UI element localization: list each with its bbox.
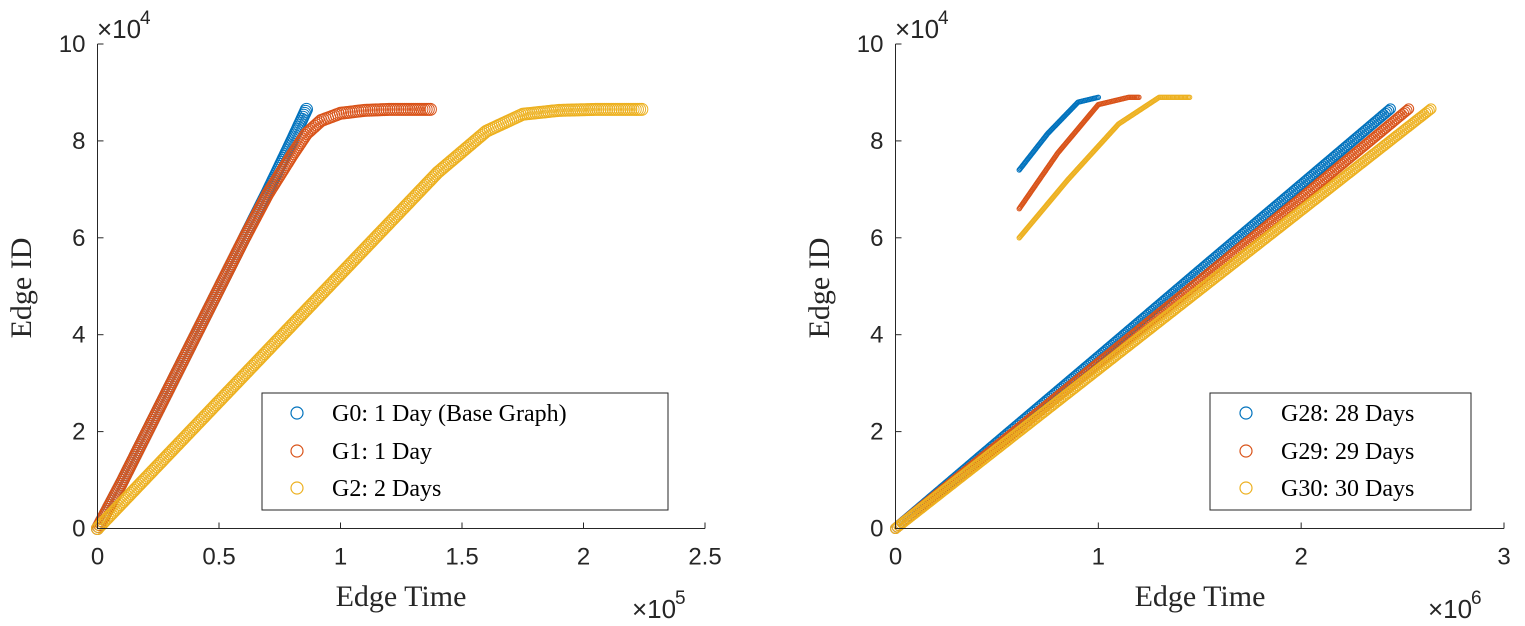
left-ticks-layer: 0 0.5 1 1.5 2 2.5 0 2 4 6 8 10 xyxy=(59,31,722,571)
right-series-2-point-310 xyxy=(1423,104,1435,116)
left-y-axis-label: Edge ID xyxy=(5,238,38,339)
right-series-2 xyxy=(890,103,1437,534)
left-x-tick-label-5: 2.5 xyxy=(688,544,721,571)
left-y-tick-label-3: 6 xyxy=(72,225,85,252)
left-series-layer xyxy=(91,102,649,535)
right-x-tick-label-0: 0 xyxy=(889,544,902,571)
right-y-tick-label-2: 4 xyxy=(870,322,883,349)
left-y-exponent-power: 4 xyxy=(140,8,151,29)
right-x-tick-label-2: 2 xyxy=(1294,544,1307,571)
left-legend-box xyxy=(261,392,669,511)
left-x-tick-label-3: 1.5 xyxy=(445,544,478,571)
right-x-tick-label-1: 1 xyxy=(1092,544,1105,571)
right-x-tick-label-3: 3 xyxy=(1497,544,1510,571)
left-legend-marker-2 xyxy=(290,481,304,495)
right-legend-marker-2 xyxy=(1239,481,1253,495)
left-series-1-point-212 xyxy=(309,118,323,132)
right-series-0-inset xyxy=(1016,94,1102,173)
left-series-0-point-216 xyxy=(299,102,313,116)
left-x-exponent-power: 5 xyxy=(675,588,686,609)
left-series-2 xyxy=(91,102,649,535)
right-legend-box xyxy=(1209,392,1472,511)
right-y-exponent-power: 4 xyxy=(938,8,949,29)
left-legend-marker-0 xyxy=(290,406,304,420)
right-y-tick-label-0: 0 xyxy=(870,516,883,543)
left-series-0-point-215 xyxy=(299,104,313,118)
left-legend-label-0: G0: 1 Day (Base Graph) xyxy=(332,401,567,427)
right-x-axis-label: Edge Time xyxy=(1135,580,1266,613)
left-x-tick-label-2: 1 xyxy=(334,544,347,571)
right-series-1-point-300 xyxy=(1401,104,1413,116)
right-series-0-point-293 xyxy=(1381,106,1393,118)
right-x-exponent-power: 6 xyxy=(1471,588,1482,609)
left-x-tick-label-1: 0.5 xyxy=(202,544,235,571)
right-legend-label-1: G29: 29 Days xyxy=(1281,439,1414,465)
left-y-tick-label-5: 10 xyxy=(59,31,86,58)
right-legend: G28: 28 Days G29: 29 Days G30: 30 Days xyxy=(1209,392,1472,511)
right-y-tick-label-3: 6 xyxy=(870,225,883,252)
right-series-2-point-309 xyxy=(1422,106,1434,118)
right-y-axis-label: Edge ID xyxy=(803,238,836,339)
right-series-0-inset-point-85 xyxy=(1095,94,1102,100)
left-legend: G0: 1 Day (Base Graph) G1: 1 Day G2: 2 D… xyxy=(261,392,669,511)
right-y-tick-label-5: 10 xyxy=(857,31,884,58)
left-series-2-point-326 xyxy=(635,102,649,116)
chart-left: 0 0.5 1 1.5 2 2.5 0 2 4 6 8 10 ×10 4 ×10 5 Edge Tim… xyxy=(5,8,722,624)
left-series-2-point-250 xyxy=(474,128,488,142)
right-legend-label-0: G28: 28 Days xyxy=(1281,401,1414,427)
left-x-axis-label: Edge Time xyxy=(336,580,467,613)
left-y-tick-label-2: 4 xyxy=(72,322,85,349)
left-y-exponent: ×10 4 xyxy=(97,8,151,44)
right-x-exponent: ×10 6 xyxy=(1428,588,1482,624)
left-x-tick-label-0: 0 xyxy=(91,544,104,571)
right-series-2-inset-point-176 xyxy=(1186,94,1193,100)
right-series-1-point-301 xyxy=(1403,103,1415,115)
right-legend-marker-0 xyxy=(1239,406,1253,420)
right-series-2-point-311 xyxy=(1425,103,1437,115)
left-legend-label-2: G2: 2 Days xyxy=(332,476,441,502)
right-series-1-inset xyxy=(1016,94,1142,212)
right-series-0-point-295 xyxy=(1384,103,1396,115)
right-series-2-inset xyxy=(1016,94,1193,241)
right-legend-label-2: G30: 30 Days xyxy=(1281,476,1414,502)
left-y-tick-label-4: 8 xyxy=(72,128,85,155)
right-series-0-point-294 xyxy=(1383,104,1395,116)
right-legend-marker-1 xyxy=(1239,444,1253,458)
right-ticks-layer: 0 1 2 3 0 2 4 6 8 10 xyxy=(857,31,1511,571)
chart-right: 0 1 2 3 0 2 4 6 8 10 ×10 4 ×10 6 Edge Time Edge I… xyxy=(803,8,1511,624)
left-x-exponent-base: ×10 xyxy=(632,594,676,624)
left-x-exponent: ×10 5 xyxy=(632,588,686,624)
right-series-layer xyxy=(890,94,1437,534)
right-x-exponent-base: ×10 xyxy=(1428,594,1472,624)
left-y-tick-label-0: 0 xyxy=(72,516,85,543)
right-y-tick-label-1: 2 xyxy=(870,419,883,446)
left-x-tick-label-4: 2 xyxy=(577,544,590,571)
right-series-1-point-299 xyxy=(1399,106,1411,118)
right-y-tick-label-4: 8 xyxy=(870,128,883,155)
left-series-1-point-265 xyxy=(423,102,437,116)
left-y-tick-label-1: 2 xyxy=(72,419,85,446)
left-y-exponent-base: ×10 xyxy=(97,14,141,44)
left-legend-marker-1 xyxy=(290,444,304,458)
left-legend-label-1: G1: 1 Day xyxy=(332,439,432,465)
right-series-1-inset-point-133 xyxy=(1136,94,1142,100)
right-y-exponent: ×10 4 xyxy=(895,8,949,44)
right-y-exponent-base: ×10 xyxy=(895,14,939,44)
